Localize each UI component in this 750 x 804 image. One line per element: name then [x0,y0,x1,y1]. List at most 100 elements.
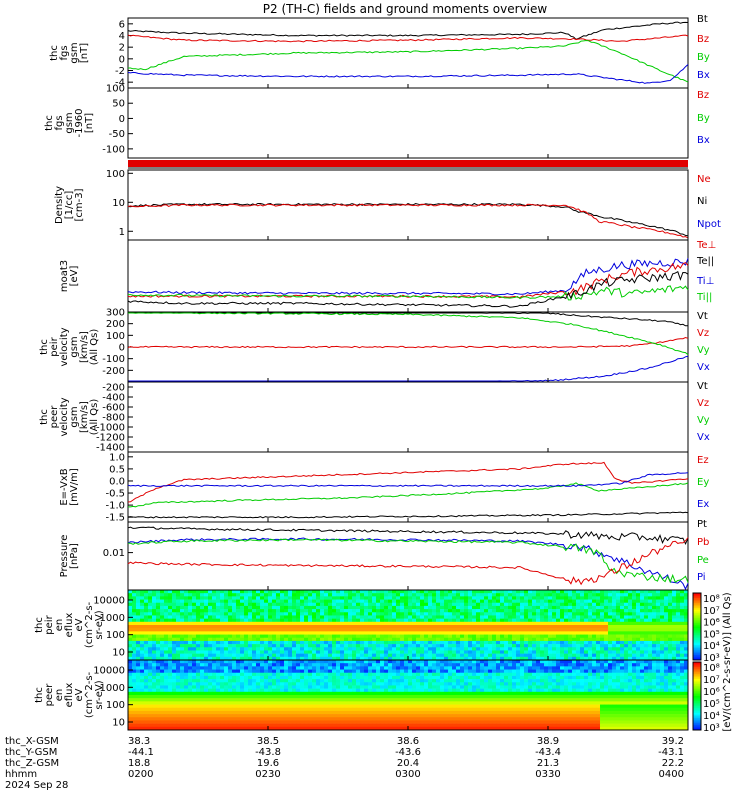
spectrogram-cell [388,676,392,679]
spectrogram-cell [272,631,276,634]
spectrogram-cell [672,647,676,650]
spectrogram-cell [256,685,260,688]
spectrogram-cell [136,600,140,603]
spectrogram-cell [552,609,556,612]
spectrogram-cell [484,685,488,688]
spectrogram-cell [656,663,660,666]
spectrogram-cell [436,631,440,634]
spectrogram-cell [244,650,248,653]
spectrogram-cell [404,692,408,695]
spectrogram-cell [308,663,312,666]
spectrogram-cell [636,650,640,653]
spectrogram-cell [268,676,272,679]
spectrogram-cell [420,628,424,631]
spectrogram-cell [556,663,560,666]
series-line-Ey [128,483,688,507]
spectrogram-cell [640,635,644,638]
spectrogram-cell [308,670,312,673]
y-axis-label: (All Qs) [89,329,100,366]
spectrogram-cell [380,641,384,644]
spectrogram-cell [344,654,348,657]
spectrogram-cell [292,635,296,638]
spectrogram-cell [656,593,660,596]
spectrogram-cell [612,663,616,666]
spectrogram-cell [320,593,324,596]
spectrogram-cell [300,679,304,682]
spectrogram-cell [496,670,500,673]
spectrogram-cell [676,600,680,603]
spectrogram-cell [384,603,388,606]
spectrogram-cell [408,647,412,650]
spectrogram-cell [448,689,452,692]
spectrogram-cell [276,609,280,612]
spectrogram-cell [340,673,344,676]
spectrogram-cell [632,666,636,669]
spectrogram-cell [504,682,508,685]
spectrogram-cell [204,695,208,698]
spectrogram-cell [512,666,516,669]
spectrogram-cell [356,615,360,618]
spectrogram-cell [676,593,680,596]
spectrogram-cell [520,682,524,685]
spectrogram-cell [300,635,304,638]
spectrogram-cell [280,654,284,657]
spectrogram-cell [416,603,420,606]
spectrogram-cell [176,622,180,625]
spectrogram-cell [540,666,544,669]
spectrogram-cell [300,612,304,615]
spectrogram-cell [660,654,664,657]
spectrogram-cell [384,619,388,622]
spectrogram-cell [668,603,672,606]
spectrogram-cell [288,625,292,628]
spectrogram-cell [216,682,220,685]
spectrogram-cell [588,619,592,622]
spectrogram-cell [272,692,276,695]
spectrogram-cell [652,609,656,612]
spectrogram-cell [456,619,460,622]
spectrogram-cell [540,647,544,650]
spectrogram-cell [140,650,144,653]
spectrogram-cell [400,660,404,663]
spectrogram-cell [176,663,180,666]
spectrogram-cell [392,644,396,647]
spectrogram-cell [520,644,524,647]
spectrogram-cell [288,638,292,641]
legend-entry: Ex [697,499,709,510]
spectrogram-cell [680,644,684,647]
spectrogram-cell [176,590,180,593]
spectrogram-cell [240,606,244,609]
spectrogram-cell [472,695,476,698]
spectrogram-cell [284,654,288,657]
spectrogram-cell [672,628,676,631]
spectrogram-cell [380,593,384,596]
spectrogram-cell [396,625,400,628]
spectrogram-cell [448,635,452,638]
legend-entry: Bx [697,135,710,146]
spectrogram-cell [136,666,140,669]
spectrogram-cell [260,660,264,663]
spectrogram-cell [680,612,684,615]
spectrogram-cell [564,670,568,673]
spectrogram-cell [224,666,228,669]
spectrogram-cell [568,609,572,612]
spectrogram-cell [140,679,144,682]
spectrogram-cell [332,670,336,673]
spectrogram-cell [392,593,396,596]
spectrogram-cell [436,663,440,666]
spectrogram-cell [600,650,604,653]
spectrogram-cell [456,641,460,644]
spectrogram-cell [484,666,488,669]
spectrogram-cell [656,682,660,685]
spectrogram-cell [480,666,484,669]
spectrogram-cell [512,612,516,615]
spectrogram-cell [172,596,176,599]
spectrogram-cell [552,650,556,653]
spectrogram-cell [396,647,400,650]
spectrogram-cell [436,654,440,657]
spectrogram-cell [660,615,664,618]
spectrogram-cell [488,660,492,663]
spectrogram-cell [548,663,552,666]
spectrogram-cell [460,596,464,599]
spectrogram-cell [240,663,244,666]
spectrogram-cell [596,647,600,650]
